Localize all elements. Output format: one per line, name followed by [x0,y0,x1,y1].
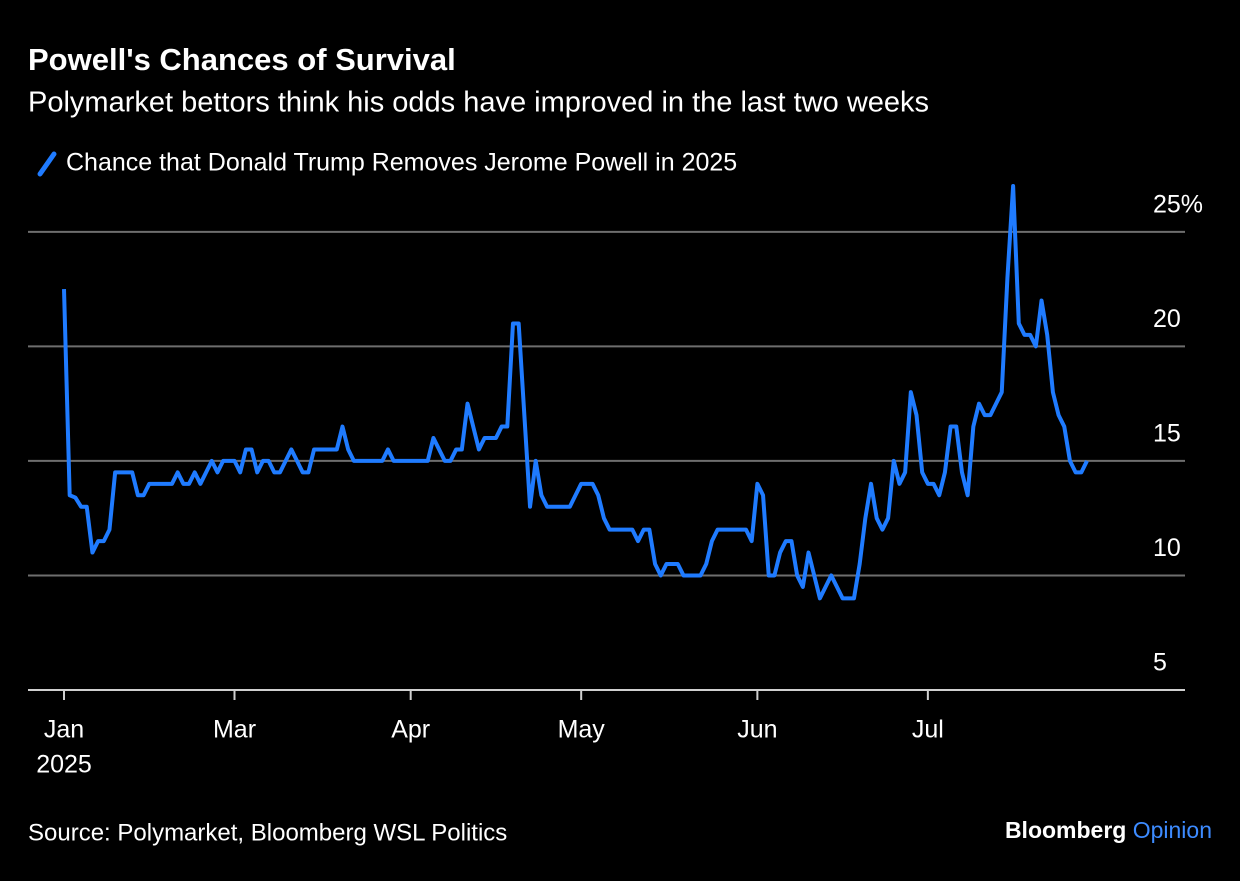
y-tick-label: 25% [1153,190,1203,218]
y-tick-label: 5 [1153,649,1167,677]
y-tick-label: 15 [1153,420,1181,448]
brand-product: Opinion [1133,817,1212,843]
y-tick-label: 10 [1153,534,1181,562]
x-tick-label: Jan [44,716,84,744]
chart-title: Powell's Chances of Survival [28,42,456,77]
branding: Bloomberg Opinion [1005,817,1212,843]
x-tick-label: Mar [213,716,256,744]
legend-swatch [37,151,57,177]
x-tick-label: Jul [912,716,944,744]
x-year-label: 2025 [36,751,92,779]
brand-name: Bloomberg [1005,817,1126,843]
x-tick-label: May [558,716,606,744]
legend-label: Chance that Donald Trump Removes Jerome … [66,149,737,177]
x-tick-label: Jun [737,716,777,744]
x-tick-label: Apr [391,716,430,744]
chart-subtitle: Polymarket bettors think his odds have i… [28,87,929,119]
source-note: Source: Polymarket, Bloomberg WSL Politi… [28,819,507,846]
y-tick-label: 20 [1153,305,1181,333]
series-line [62,184,1089,601]
